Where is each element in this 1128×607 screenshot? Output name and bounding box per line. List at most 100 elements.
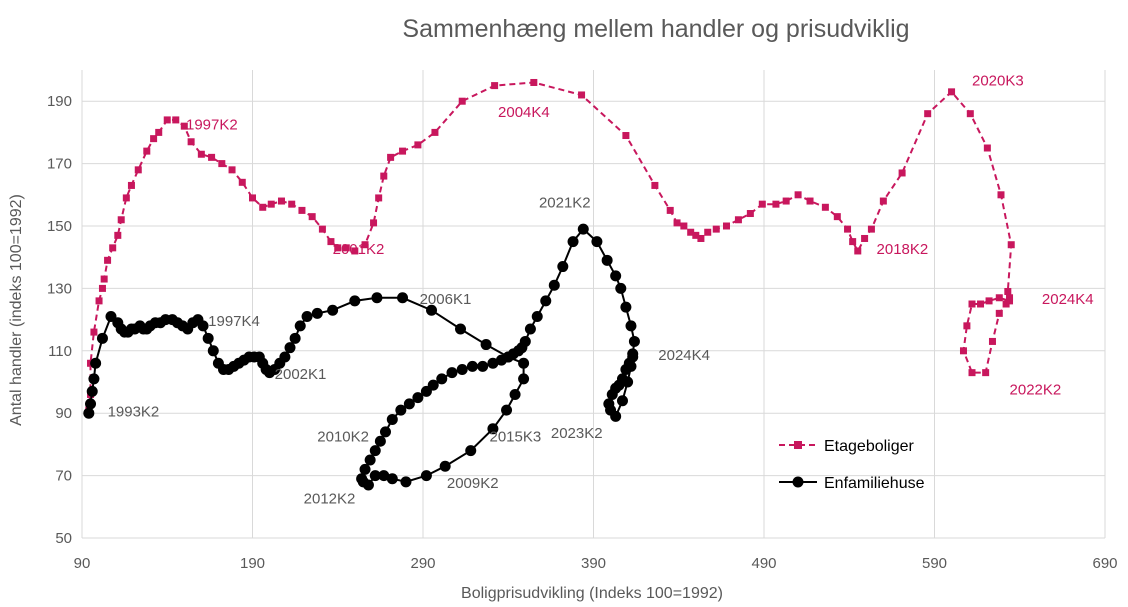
data-point-enfamiliehuse [400,476,412,488]
data-point-enfamiliehuse [615,282,627,294]
data-point-etageboliger [782,197,790,205]
data-point-etageboliger [758,200,766,208]
data-point-etageboliger [722,222,730,230]
legend-label-enfamiliehuse: Enfamiliehuse [824,475,925,492]
data-point-enfamiliehuse [403,398,415,410]
x-tick-label: 290 [410,555,435,572]
data-point-enfamiliehuse [518,373,530,385]
data-point-etageboliger [879,197,887,205]
data-point-etageboliger [968,300,976,308]
data-point-enfamiliehuse [359,463,371,475]
data-point-etageboliger [772,200,780,208]
data-point-enfamiliehuse [601,254,613,266]
data-point-etageboliger [867,225,875,233]
data-point-enfamiliehuse [487,357,499,369]
data-point-enfamiliehuse [386,473,398,485]
data-point-enfamiliehuse [395,404,407,416]
annotation-label: 2009K2 [447,475,499,492]
data-point-etageboliger [134,166,142,174]
annotation-label: 2024K4 [1042,291,1094,308]
data-point-etageboliger [622,132,630,140]
data-point-enfamiliehuse [349,295,361,307]
grid-lines [81,70,1106,539]
data-point-etageboliger [143,147,151,155]
data-point-etageboliger [458,97,466,105]
x-tick-label: 390 [581,555,606,572]
data-point-etageboliger [122,194,130,202]
data-point-enfamiliehuse [311,307,323,319]
data-point-etageboliger [948,88,956,96]
data-point-enfamiliehuse [518,357,530,369]
data-point-enfamiliehuse [426,304,438,316]
y-tick-label: 190 [47,93,72,110]
data-point-enfamiliehuse [364,454,376,466]
data-point-enfamiliehuse [620,301,632,313]
data-point-enfamiliehuse [427,379,439,391]
data-point-etageboliger [704,228,712,236]
data-point-etageboliger [977,300,985,308]
data-point-etageboliger [180,122,188,130]
x-tick-label: 490 [751,555,776,572]
data-point-etageboliger [697,234,705,242]
data-point-enfamiliehuse [197,320,209,332]
x-tick-label: 690 [1092,555,1117,572]
data-point-enfamiliehuse [83,407,95,419]
data-point-etageboliger [100,275,108,283]
data-point-enfamiliehuse [327,304,339,316]
y-tick-label: 150 [47,218,72,235]
data-point-etageboliger [861,234,869,242]
annotation-label: 2023K2 [551,425,603,442]
data-point-etageboliger [985,297,993,305]
data-point-etageboliger [959,347,967,355]
data-point-etageboliger [208,153,216,161]
annotation-label: 1997K2 [186,116,238,133]
data-point-etageboliger [734,216,742,224]
data-point-enfamiliehuse [456,364,468,376]
legend: Etageboliger Enfamiliehuse [779,438,925,492]
data-point-enfamiliehuse [446,367,458,379]
y-tick-label: 90 [55,405,72,422]
annotation-label: 2022K2 [1010,381,1062,398]
data-point-enfamiliehuse [279,351,291,363]
data-point-enfamiliehuse [616,373,628,385]
data-point-enfamiliehuse [301,310,313,322]
data-point-enfamiliehuse [412,392,424,404]
data-point-etageboliger [187,138,195,146]
data-point-etageboliger [342,244,350,252]
data-point-etageboliger [197,150,205,158]
data-point-etageboliger [172,116,180,124]
data-point-enfamiliehuse [524,323,536,335]
data-point-enfamiliehuse [487,423,499,435]
annotation-label: 2015K3 [489,428,541,445]
data-point-etageboliger [806,197,814,205]
data-point-etageboliger [988,337,996,345]
data-point-etageboliger [963,322,971,330]
y-tick-label: 130 [47,280,72,297]
annotation-label: 2018K2 [877,241,929,258]
data-point-enfamiliehuse [397,292,409,304]
data-point-enfamiliehuse [374,435,386,447]
data-point-etageboliger [491,82,499,90]
data-point-etageboliger [288,200,296,208]
data-point-enfamiliehuse [477,360,489,372]
data-point-etageboliger [98,284,106,292]
data-point-etageboliger [114,231,122,239]
data-point-etageboliger [109,244,117,252]
data-point-enfamiliehuse [289,332,301,344]
data-point-enfamiliehuse [369,445,381,457]
y-axis-title: Antal handler (indeks 100=1992) [8,194,25,426]
data-point-enfamiliehuse [466,360,478,372]
data-point-etageboliger [351,247,359,255]
data-point-enfamiliehuse [465,445,477,457]
data-point-enfamiliehuse [480,339,492,351]
annotation-label: 2010K2 [317,428,369,445]
data-point-enfamiliehuse [548,279,560,291]
data-point-etageboliger [692,231,700,239]
data-point-etageboliger [794,191,802,199]
data-point-etageboliger [104,256,112,264]
data-point-etageboliger [968,369,976,377]
data-point-etageboliger [833,213,841,221]
data-point-enfamiliehuse [379,426,391,438]
data-point-etageboliger [997,191,1005,199]
annotation-label: 2001K2 [333,241,385,258]
